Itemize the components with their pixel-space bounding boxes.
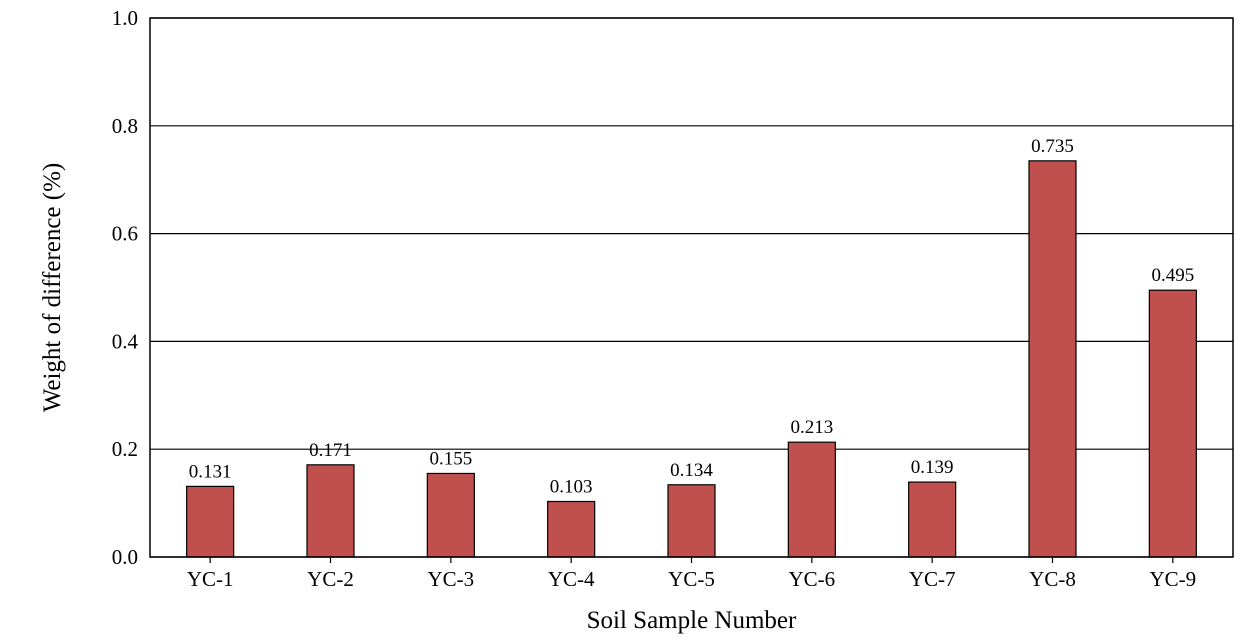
x-axis-title: Soil Sample Number — [587, 607, 797, 634]
bar-yc-1 — [186, 485, 235, 558]
y-tick-label: 0.4 — [112, 329, 139, 353]
x-tick-label: YC-2 — [307, 567, 354, 591]
y-tick-label: 0.8 — [112, 114, 138, 138]
x-tick-label: YC-8 — [1029, 567, 1076, 591]
data-label: 0.131 — [189, 461, 232, 482]
bar-yc-4 — [547, 500, 596, 558]
bar-yc-9 — [1148, 289, 1197, 558]
bar-yc-5 — [667, 484, 716, 558]
bar-yc-3 — [426, 472, 475, 558]
x-tick-label: YC-6 — [788, 567, 835, 591]
y-axis-title: Weight of difference (%) — [39, 163, 66, 413]
data-label: 0.735 — [1031, 136, 1074, 157]
x-tick-label: YC-9 — [1149, 567, 1196, 591]
bar-yc-8 — [1028, 160, 1077, 558]
y-tick-label: 1.0 — [112, 6, 138, 30]
x-tick-label: YC-5 — [668, 567, 715, 591]
x-tick-label: YC-4 — [548, 567, 595, 591]
x-tick-label: YC-1 — [187, 567, 234, 591]
bars — [186, 160, 1197, 558]
data-label: 0.495 — [1151, 265, 1194, 286]
x-tick-label: YC-7 — [909, 567, 956, 591]
data-label: 0.134 — [670, 460, 713, 481]
data-labels: 0.131 0.171 0.155 0.103 0.134 0.213 0.139 0.735… — [189, 136, 1194, 498]
y-tick-label: 0.2 — [112, 437, 138, 461]
data-label: 0.213 — [790, 417, 833, 438]
bar-yc-6 — [787, 441, 836, 558]
data-label: 0.155 — [429, 448, 472, 469]
y-tick-label: 0.6 — [112, 222, 138, 246]
bar-yc-7 — [908, 481, 957, 558]
data-label: 0.103 — [550, 476, 593, 497]
x-tick-label: YC-3 — [427, 567, 474, 591]
bar-yc-2 — [306, 464, 355, 558]
data-label: 0.171 — [309, 440, 352, 461]
y-axis-ticks: 0.0 0.2 0.4 0.6 0.8 1.0 — [112, 6, 139, 569]
y-tick-label: 0.0 — [112, 545, 138, 569]
x-axis-ticks: YC-1 YC-2 YC-3 YC-4 YC-5 YC-6 YC-7 YC-8 YC-9 — [187, 557, 1196, 591]
data-label: 0.139 — [911, 457, 954, 478]
